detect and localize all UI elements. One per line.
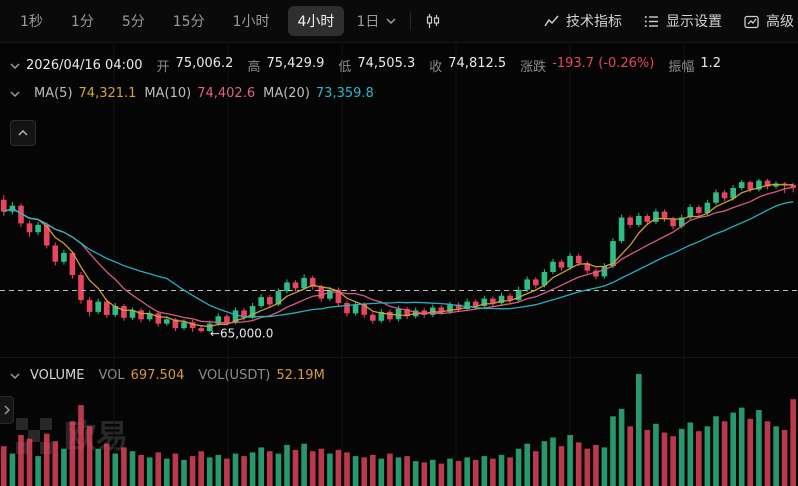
ma-collapse-chevron-icon[interactable] (10, 90, 20, 97)
ohlc-close: 收 74,812.5 (429, 56, 506, 75)
indicator-line-icon (544, 15, 559, 26)
chevron-right-icon (3, 405, 10, 415)
ohlc-open: 开 75,006.2 (157, 56, 234, 75)
indicators-button[interactable]: 技术指标 (540, 7, 626, 35)
vol-pair: VOL 697.504 (98, 368, 184, 383)
vol-usdt-label: VOL(USDT) (198, 368, 271, 383)
display-settings-label: 显示设置 (666, 14, 722, 30)
gridlines (113, 44, 685, 486)
ma-item-1: MA(5) 74,321.1 (34, 86, 137, 101)
toolbar-divider (410, 12, 412, 30)
chevron-down-icon (386, 18, 396, 24)
ohlc-low: 低 74,505.3 (338, 56, 415, 75)
candlesticks (1, 178, 796, 333)
list-settings-icon (644, 15, 658, 27)
vol-label: VOL (98, 368, 125, 383)
low-label: 低 (338, 60, 352, 75)
chevron-up-icon (18, 130, 28, 136)
ma-row: MA(5) 74,321.1 MA(10) 74,402.6 MA(20) 73,359.… (10, 86, 798, 101)
volume-bars (1, 374, 796, 486)
ma-row-items: MA(5) 74,321.1 MA(10) 74,402.6 MA(20) 73,359.… (26, 86, 374, 101)
close-value: 74,812.5 (448, 56, 507, 71)
interval-button-1分[interactable]: 1分 (61, 6, 104, 36)
left-panel-expand-button[interactable] (0, 396, 14, 424)
interval-button-5分[interactable]: 5分 (112, 6, 155, 36)
ma-lines (3, 183, 794, 328)
interval-button-4小时[interactable]: 4小时 (287, 6, 345, 36)
pane-collapse-button[interactable] (10, 120, 36, 146)
interval-button-15分[interactable]: 15分 (163, 6, 215, 36)
close-label: 收 (429, 60, 443, 75)
toolbar: 1秒 1分 5分 15分 1小时 4小时 1日 技术指标 (0, 0, 798, 43)
vol-usdt-value: 52.19M (276, 368, 325, 383)
display-settings-button[interactable]: 显示设置 (640, 7, 726, 35)
amplitude-label: 振幅 (668, 60, 695, 75)
low-price-marker: ←65,000.0 (210, 327, 274, 341)
change-value: -193.7 (-0.26%) (552, 56, 655, 71)
interval-dropdown[interactable]: 1日 (352, 7, 400, 35)
ohlc-row: 2026/04/16 04:00 开 75,006.2 高 75,429.9 低… (10, 56, 798, 75)
chart-type-button[interactable] (421, 9, 445, 33)
toolbar-right: 技术指标 显示设置 高级 (540, 7, 798, 35)
ohlc-high: 高 75,429.9 (247, 56, 324, 75)
amplitude-value: 1.2 (700, 56, 722, 71)
interval-group: 1秒 1分 5分 15分 1小时 4小时 (10, 6, 352, 36)
change-label: 涨跌 (520, 60, 547, 75)
pane-divider (0, 357, 798, 358)
volume-collapse-chevron-icon[interactable] (10, 372, 20, 379)
vol-usdt-pair: VOL(USDT) 52.19M (198, 368, 324, 383)
open-value: 75,006.2 (175, 56, 234, 71)
interval-button-1小时[interactable]: 1小时 (223, 6, 280, 36)
interval-dropdown-label: 1日 (356, 14, 380, 30)
advanced-button[interactable]: 高级 (740, 7, 798, 35)
low-value: 74,505.3 (357, 56, 416, 71)
ohlc-amplitude: 振幅 1.2 (668, 56, 721, 75)
volume-title: VOLUME (30, 368, 85, 383)
candle-datetime: 2026/04/16 04:00 (26, 58, 143, 73)
volume-header: VOLUME VOL 697.504 VOL(USDT) 52.19M (10, 368, 798, 383)
indicators-label: 技术指标 (566, 14, 622, 30)
advanced-chart-icon (744, 15, 759, 28)
ohlc-collapse-chevron-icon[interactable] (10, 62, 20, 69)
ma-item-2: MA(10) 74,402.6 (144, 86, 256, 101)
high-value: 75,429.9 (266, 56, 325, 71)
candlestick-icon (427, 14, 440, 28)
ma-item-3: MA(20) 73,359.8 (263, 86, 374, 101)
advanced-label: 高级 (766, 14, 794, 30)
vol-value: 697.504 (130, 368, 185, 383)
ohlc-change: 涨跌 -193.7 (-0.26%) (520, 56, 654, 75)
interval-button-1秒[interactable]: 1秒 (10, 6, 53, 36)
open-label: 开 (156, 60, 170, 75)
high-label: 高 (247, 60, 261, 75)
